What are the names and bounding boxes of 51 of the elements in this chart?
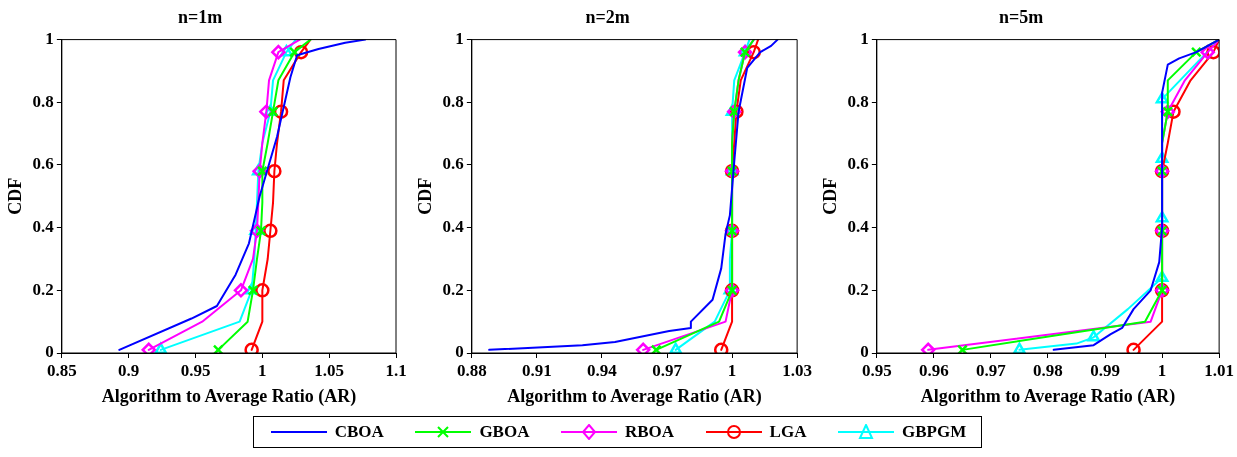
y-tick-label: 0 <box>45 342 54 362</box>
x-tick-label: 1.05 <box>314 360 345 380</box>
legend-label: GBPGM <box>901 422 967 442</box>
x-tick-label: 0.98 <box>1033 360 1063 380</box>
x-tick-label: 1.03 <box>782 360 812 380</box>
x-tick-label: 0.85 <box>46 360 77 380</box>
x-tick-label: 0.97 <box>652 360 683 380</box>
x-axis-title: Algorithm to Average Ratio (AR) <box>507 385 762 407</box>
y-tick-label: 0.2 <box>32 279 54 299</box>
y-tick-label: 1 <box>455 28 464 48</box>
x-tick-label: 1 <box>258 360 267 380</box>
x-tick-label: 0.95 <box>861 360 892 380</box>
y-tick-label: 1 <box>860 28 869 48</box>
x-tick-label: 1 <box>727 360 737 380</box>
y-tick-label: 0.8 <box>442 91 464 111</box>
y-tick-label: 0.2 <box>847 279 869 299</box>
y-tick-label: 0.6 <box>442 154 464 174</box>
y-axis-title: CDF <box>5 177 26 215</box>
x-tick-label: 1.1 <box>385 360 407 380</box>
y-axis-title: CDF <box>820 177 841 215</box>
x-axis-title: Algorithm to Average Ratio (AR) <box>101 385 357 407</box>
x-tick-label: 1.01 <box>1204 360 1234 380</box>
legend-label: GBOA <box>479 422 530 442</box>
x-tick-label: 0.99 <box>1090 360 1120 380</box>
chart-title: n=5m <box>998 7 1044 28</box>
legend-label: LGA <box>769 422 807 442</box>
legend-label: RBOA <box>624 422 675 442</box>
chart-title: n=1m <box>177 7 223 28</box>
chart-title: n=2m <box>585 7 630 28</box>
y-tick-label: 0.8 <box>32 91 54 111</box>
x-axis-title: Algorithm to Average Ratio (AR) <box>920 385 1176 407</box>
y-tick-label: 0.2 <box>442 279 464 299</box>
y-tick-label: 0 <box>860 342 869 362</box>
y-tick-label: 0.4 <box>847 217 870 237</box>
x-tick-label: 0.96 <box>919 360 949 380</box>
x-tick-label: 0.88 <box>456 360 487 380</box>
y-tick-label: 0.8 <box>847 91 869 111</box>
x-tick-label: 0.95 <box>180 360 211 380</box>
x-tick-label: 1 <box>1157 360 1167 380</box>
y-tick-label: 0.6 <box>847 154 869 174</box>
y-tick-label: 0.4 <box>442 217 465 237</box>
y-axis-title: CDF <box>415 177 436 215</box>
y-tick-label: 0 <box>455 342 464 362</box>
x-tick-label: 0.97 <box>976 360 1007 380</box>
x-tick-label: 0.91 <box>522 360 552 380</box>
y-tick-label: 0.6 <box>32 154 54 174</box>
x-tick-label: 0.9 <box>118 360 140 380</box>
y-tick-label: 0.4 <box>32 217 55 237</box>
legend-label: CBOA <box>334 422 384 442</box>
y-tick-label: 1 <box>45 28 54 48</box>
x-tick-label: 0.94 <box>587 360 618 380</box>
